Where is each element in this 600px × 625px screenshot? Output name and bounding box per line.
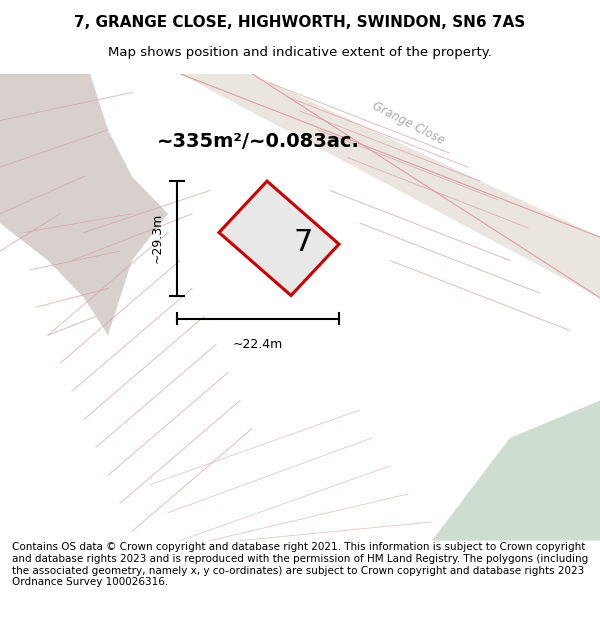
Text: ~22.4m: ~22.4m bbox=[233, 338, 283, 351]
Polygon shape bbox=[219, 181, 339, 296]
Text: ~29.3m: ~29.3m bbox=[151, 213, 164, 264]
Text: Grange Close: Grange Close bbox=[370, 99, 446, 147]
Text: Map shows position and indicative extent of the property.: Map shows position and indicative extent… bbox=[108, 46, 492, 59]
Text: ~335m²/~0.083ac.: ~335m²/~0.083ac. bbox=[157, 132, 359, 151]
Polygon shape bbox=[180, 74, 600, 298]
Text: Contains OS data © Crown copyright and database right 2021. This information is : Contains OS data © Crown copyright and d… bbox=[12, 542, 588, 587]
Polygon shape bbox=[0, 74, 168, 335]
Text: 7: 7 bbox=[293, 229, 313, 258]
Text: 7, GRANGE CLOSE, HIGHWORTH, SWINDON, SN6 7AS: 7, GRANGE CLOSE, HIGHWORTH, SWINDON, SN6… bbox=[74, 15, 526, 30]
Polygon shape bbox=[432, 401, 600, 541]
